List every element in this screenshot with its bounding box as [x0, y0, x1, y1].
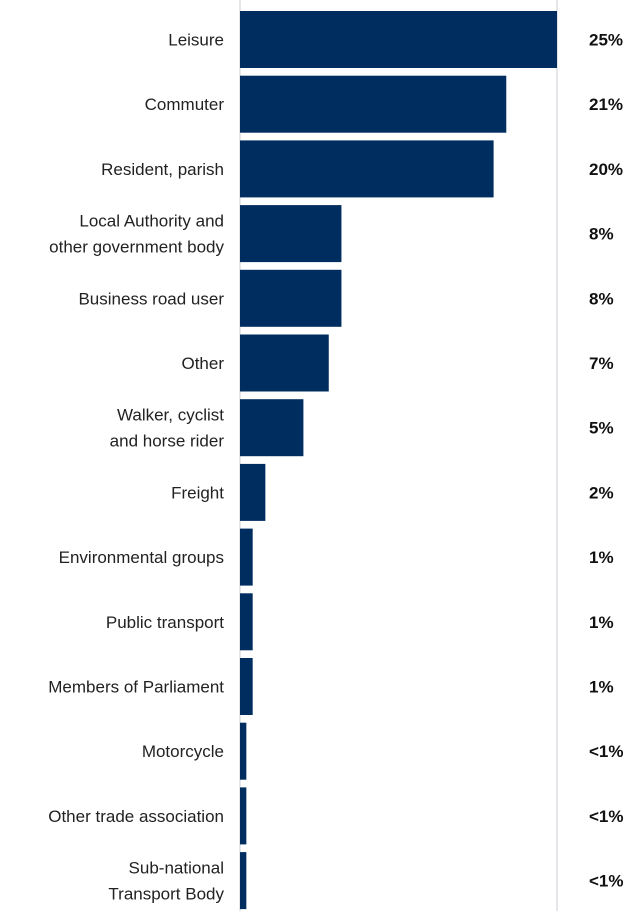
category-label-line: Other: [181, 354, 224, 373]
category-label-line: Transport Body: [108, 885, 224, 904]
value-label: 1%: [589, 613, 614, 632]
value-label: 20%: [589, 160, 623, 179]
category-label: Freight: [171, 483, 224, 502]
category-label: Walker, cyclist and horse rider: [110, 406, 225, 451]
value-label: 21%: [589, 95, 623, 114]
category-label: Commuter: [145, 95, 225, 114]
category-label: Business road user: [78, 289, 224, 308]
value-label: 1%: [589, 678, 614, 697]
value-label: <1%: [589, 807, 624, 826]
value-label: 1%: [589, 548, 614, 567]
category-label-line: other government body: [49, 238, 224, 257]
bar: [240, 787, 247, 845]
category-label: Local Authority and other government body: [49, 212, 224, 257]
category-label: Motorcycle: [142, 742, 224, 761]
value-label: 25%: [589, 31, 623, 50]
value-label: <1%: [589, 742, 624, 761]
bar: [240, 205, 342, 263]
category-label-line: Other trade association: [48, 807, 224, 826]
value-label: <1%: [589, 872, 624, 891]
category-label-line: Sub-national: [129, 859, 224, 878]
value-label: 8%: [589, 289, 614, 308]
bar: [240, 269, 342, 327]
category-label: Members of Parliament: [48, 678, 224, 697]
value-label: 5%: [589, 419, 614, 438]
bar: [240, 140, 494, 198]
category-label-line: Leisure: [168, 31, 224, 50]
bar: [240, 334, 329, 392]
bar: [240, 75, 507, 133]
bar: [240, 11, 557, 68]
bar: [240, 463, 266, 521]
category-label-line: Walker, cyclist: [117, 406, 224, 425]
bar: [240, 722, 247, 780]
category-label-line: and horse rider: [110, 432, 225, 451]
category-label-line: Public transport: [106, 613, 224, 632]
bar: [240, 528, 253, 586]
category-label-line: Resident, parish: [101, 160, 224, 179]
value-label: 8%: [589, 225, 614, 244]
value-label: 2%: [589, 483, 614, 502]
category-label: Other: [181, 354, 224, 373]
bar: [240, 852, 247, 910]
category-label-line: Motorcycle: [142, 742, 224, 761]
category-label-line: Environmental groups: [59, 548, 224, 567]
bar: [240, 593, 253, 651]
bar: [240, 658, 253, 715]
value-label: 7%: [589, 354, 614, 373]
category-label-line: Members of Parliament: [48, 678, 224, 697]
category-label-line: Business road user: [78, 289, 224, 308]
category-label: Other trade association: [48, 807, 224, 826]
category-label: Environmental groups: [59, 548, 224, 567]
bar: [240, 399, 304, 457]
category-label-line: Commuter: [145, 95, 225, 114]
category-label: Resident, parish: [101, 160, 224, 179]
category-label-line: Local Authority and: [79, 212, 224, 231]
category-label: Leisure: [168, 31, 224, 50]
category-label: Public transport: [106, 613, 224, 632]
category-label: Sub-national Transport Body: [108, 859, 224, 904]
category-label-line: Freight: [171, 483, 224, 502]
